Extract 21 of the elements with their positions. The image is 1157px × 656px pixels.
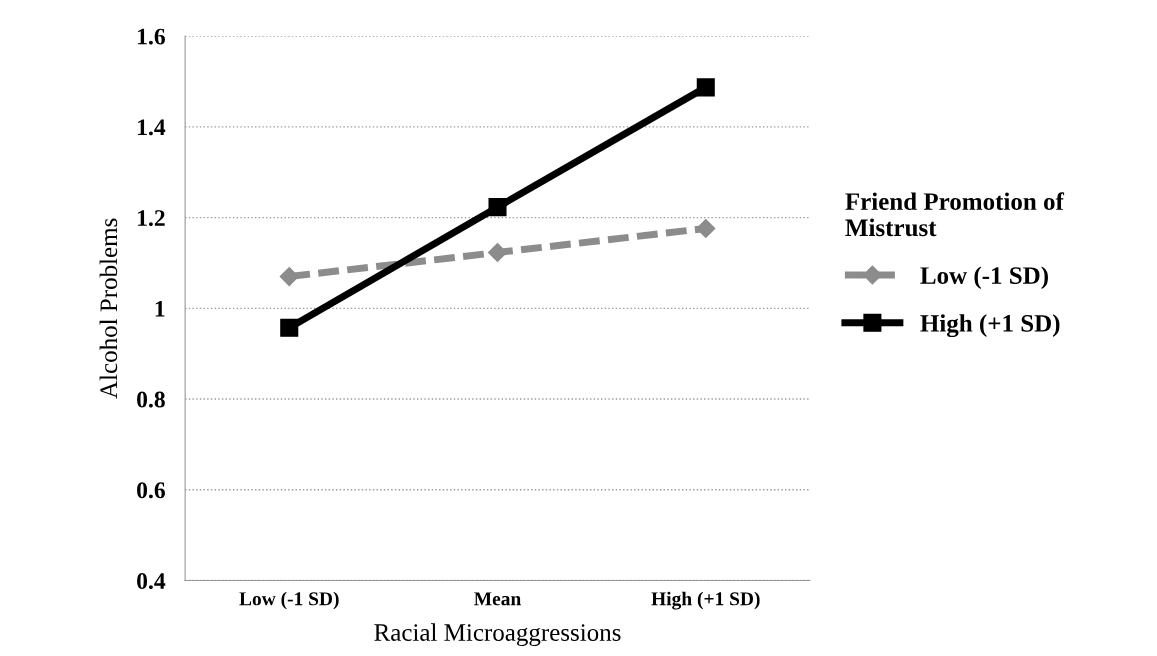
point xyxy=(279,267,299,287)
x-axis-title: Racial Microaggressions xyxy=(374,623,621,647)
point xyxy=(487,242,508,263)
y-tick-label: 1.4 xyxy=(138,119,166,136)
y-tick-label: 0.6 xyxy=(137,482,165,499)
y-tick-label: 0.4 xyxy=(137,573,166,590)
legend-title: Friend Promotion of Mistrust xyxy=(845,192,1065,237)
y-tick-label: 1 xyxy=(155,300,165,317)
legend-label: High (+1 SD) xyxy=(920,314,1060,338)
y-tick-label: 0.8 xyxy=(137,391,165,408)
point xyxy=(488,198,507,217)
y-tick-label: 1.6 xyxy=(138,28,165,45)
point xyxy=(696,78,715,97)
legend-label: Low (-1 SD) xyxy=(920,266,1048,290)
x-tick-label: High (+1 SD) xyxy=(651,591,760,610)
point xyxy=(696,218,716,238)
x-tick-label: Mean xyxy=(474,592,521,606)
x-tick-label: Low (-1 SD) xyxy=(239,591,339,610)
y-tick-label: 1.2 xyxy=(138,210,165,227)
y-axis-title: Alcohol Problems xyxy=(99,218,118,399)
point xyxy=(280,318,299,337)
